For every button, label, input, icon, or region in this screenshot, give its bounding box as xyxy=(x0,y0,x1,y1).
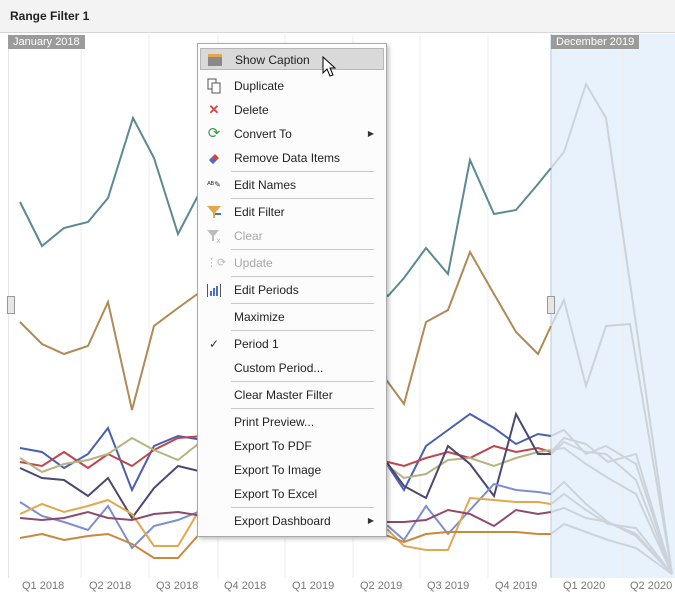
context-menu: Show Caption Duplicate ✕ Delete ⟳ Conver… xyxy=(197,43,387,537)
check-icon: ✓ xyxy=(208,337,220,351)
range-end-handle[interactable] xyxy=(547,296,555,314)
menu-item-clear[interactable]: x Clear xyxy=(200,225,384,247)
edit-names-icon: ᴬᴮ✎ xyxy=(207,180,221,189)
menu-item-export-dashboard[interactable]: Export Dashboard ▶ xyxy=(200,510,384,532)
menu-item-custom-period[interactable]: Custom Period... xyxy=(234,361,324,375)
update-icon: ⋮⟳ xyxy=(206,257,227,269)
eraser-icon xyxy=(206,150,222,166)
range-end-label: December 2019 xyxy=(551,35,640,49)
axis-tick: Q3 2019 xyxy=(427,580,470,592)
range-start-handle[interactable] xyxy=(7,296,15,314)
axis-tick: Q2 2018 xyxy=(89,580,132,592)
menu-item-clear-master-filter[interactable]: Clear Master Filter xyxy=(234,388,333,402)
delete-icon: ✕ xyxy=(208,102,220,117)
menu-item-edit-filter[interactable]: Edit Filter xyxy=(200,201,384,223)
axis-tick: Q1 2019 xyxy=(292,580,335,592)
faded-series xyxy=(550,81,673,575)
axis-tick: Q3 2018 xyxy=(156,580,199,592)
caption-icon xyxy=(207,52,223,68)
menu-item-convert-to[interactable]: ⟳ Convert To ▶ xyxy=(200,123,384,145)
duplicate-icon xyxy=(206,78,222,94)
filter-icon xyxy=(206,204,222,220)
submenu-arrow-icon: ▶ xyxy=(367,516,374,525)
menu-separator xyxy=(231,198,374,199)
menu-separator xyxy=(231,408,374,409)
menu-item-update[interactable]: ⋮⟳ Update xyxy=(206,256,273,270)
menu-item-duplicate[interactable]: Duplicate xyxy=(200,75,384,97)
menu-item-export-excel[interactable]: Export To Excel xyxy=(234,487,318,501)
axis-tick: Q4 2018 xyxy=(224,580,267,592)
periods-icon xyxy=(206,282,222,298)
range-start-label: January 2018 xyxy=(8,35,85,49)
menu-separator xyxy=(231,330,374,331)
x-axis: Q1 2018 Q2 2018 Q3 2018 Q4 2018 Q1 2019 … xyxy=(8,578,675,605)
menu-item-period-1[interactable]: ✓ Period 1 xyxy=(200,333,384,355)
panel-caption: Range Filter 1 xyxy=(0,0,675,33)
menu-item-export-image[interactable]: Export To Image xyxy=(234,463,322,477)
mouse-cursor-icon xyxy=(322,56,337,77)
axis-tick: Q1 2020 xyxy=(563,580,606,592)
axis-tick: Q2 2020 xyxy=(630,580,673,592)
menu-separator xyxy=(231,507,374,508)
menu-separator xyxy=(231,303,374,304)
menu-item-maximize[interactable]: Maximize xyxy=(234,310,285,324)
axis-tick: Q2 2019 xyxy=(360,580,403,592)
submenu-arrow-icon: ▶ xyxy=(367,129,374,138)
menu-item-edit-names[interactable]: ᴬᴮ✎ Edit Names xyxy=(207,178,297,192)
menu-item-remove-data-items[interactable]: Remove Data Items xyxy=(200,147,384,169)
menu-item-export-pdf[interactable]: Export To PDF xyxy=(234,439,312,453)
menu-separator xyxy=(231,171,374,172)
axis-tick: Q1 2018 xyxy=(22,580,65,592)
menu-separator xyxy=(231,276,374,277)
convert-icon: ⟳ xyxy=(207,125,221,142)
menu-separator xyxy=(231,249,374,250)
out-of-range-band xyxy=(551,34,675,578)
menu-item-show-caption[interactable]: Show Caption xyxy=(200,48,384,70)
menu-item-print-preview[interactable]: Print Preview... xyxy=(234,415,315,429)
svg-text:x: x xyxy=(216,236,221,244)
panel-title: Range Filter 1 xyxy=(10,9,90,23)
axis-tick: Q4 2019 xyxy=(495,580,538,592)
clear-filter-icon: x xyxy=(206,228,222,245)
menu-separator xyxy=(231,381,374,382)
menu-item-edit-periods[interactable]: Edit Periods xyxy=(200,279,384,301)
menu-item-delete[interactable]: ✕ Delete xyxy=(200,99,384,121)
